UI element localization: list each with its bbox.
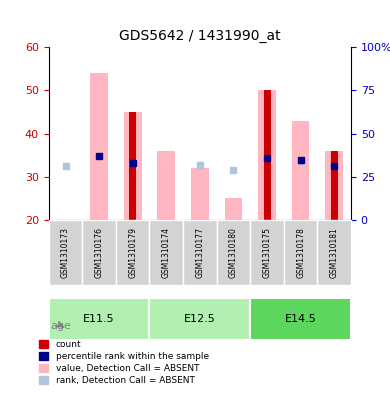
Text: E14.5: E14.5 [285,314,317,324]
Bar [90,73,108,220]
FancyBboxPatch shape [284,220,317,285]
Text: GSM1310175: GSM1310175 [262,227,271,278]
FancyBboxPatch shape [217,220,250,285]
Text: GSM1310173: GSM1310173 [61,227,70,278]
FancyBboxPatch shape [82,220,116,285]
Bar [191,168,209,220]
Text: GSM1310178: GSM1310178 [296,227,305,278]
Text: E11.5: E11.5 [83,314,115,324]
FancyBboxPatch shape [49,298,149,340]
FancyBboxPatch shape [49,220,82,285]
Text: GSM1310180: GSM1310180 [229,227,238,278]
FancyBboxPatch shape [250,220,284,285]
FancyBboxPatch shape [250,298,351,340]
Bar [124,112,142,220]
Bar [258,90,276,220]
Bar [158,151,175,220]
FancyBboxPatch shape [183,220,217,285]
Text: GSM1310174: GSM1310174 [162,227,171,278]
FancyBboxPatch shape [149,298,250,340]
FancyBboxPatch shape [317,220,351,285]
Text: E12.5: E12.5 [184,314,216,324]
FancyBboxPatch shape [116,220,149,285]
Title: GDS5642 / 1431990_at: GDS5642 / 1431990_at [119,29,281,43]
Bar [292,121,309,220]
Text: GSM1310181: GSM1310181 [330,227,339,278]
Bar [331,151,338,220]
Legend: count, percentile rank within the sample, value, Detection Call = ABSENT, rank, : count, percentile rank within the sample… [36,337,212,389]
Text: age: age [50,321,71,331]
Text: GSM1310177: GSM1310177 [195,227,204,278]
Bar [264,90,271,220]
Bar [225,198,242,220]
Bar [325,151,343,220]
Text: GSM1310176: GSM1310176 [95,227,104,278]
Text: GSM1310179: GSM1310179 [128,227,137,278]
FancyBboxPatch shape [149,220,183,285]
Bar [129,112,136,220]
